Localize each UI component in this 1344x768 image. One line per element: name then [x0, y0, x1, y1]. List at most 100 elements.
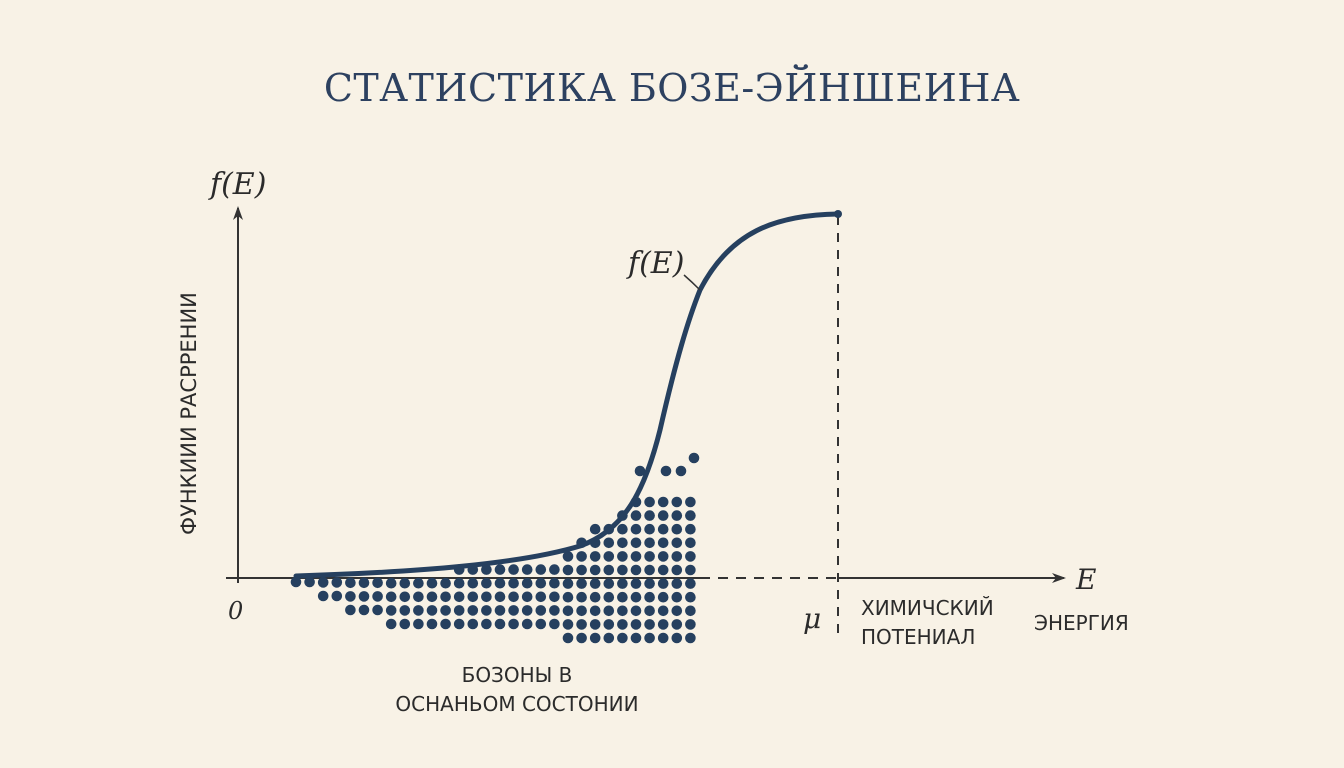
boson-dot	[508, 618, 519, 630]
boson-dot	[657, 510, 669, 521]
boson-dot	[671, 496, 683, 508]
boson-dot	[385, 605, 397, 616]
mu-symbol: μ	[803, 602, 821, 635]
boson-dot	[589, 619, 601, 630]
boson-dot	[589, 551, 601, 562]
boson-dot	[508, 591, 519, 603]
boson-dot	[630, 564, 642, 576]
boson-dot	[508, 577, 519, 589]
boson-dot	[358, 591, 370, 602]
boson-dot	[467, 605, 479, 616]
boson-dot	[644, 496, 655, 508]
boson-dot	[644, 578, 655, 589]
boson-dot	[671, 591, 683, 603]
boson-dot	[576, 591, 587, 603]
boson-dot	[617, 619, 628, 630]
boson-dot	[617, 537, 628, 549]
boson-dot	[467, 591, 479, 603]
boson-dot	[589, 591, 601, 603]
boson-dot	[440, 591, 451, 603]
boson-dot	[657, 523, 669, 535]
boson-dot	[372, 591, 383, 602]
boson-dot	[562, 564, 574, 576]
y-axis-label: ФУНКИИИ РАСРРЕНИИ	[177, 292, 201, 535]
boson-dot	[481, 605, 492, 616]
curve-label: f(E)	[626, 246, 684, 281]
boson-dot	[576, 551, 587, 562]
bosons-label-line1: БОЗОНЫ В	[462, 663, 573, 687]
origin-label: 0	[228, 597, 243, 625]
boson-dot	[617, 591, 628, 603]
boson-dot	[413, 605, 424, 616]
boson-dot	[453, 577, 465, 589]
boson-dot	[603, 619, 615, 630]
boson-dot	[603, 537, 615, 549]
boson-dot	[685, 564, 696, 576]
mu-label-line1: ХИМИЧСКИЙ	[861, 596, 994, 620]
boson-dot	[372, 577, 383, 589]
boson-dot	[467, 577, 479, 589]
boson-dot	[385, 591, 397, 603]
boson-dot	[535, 618, 547, 630]
x-axis-symbol: E	[1075, 563, 1096, 596]
curve-label-leader	[683, 274, 701, 291]
boson-dot	[345, 591, 356, 602]
boson-dot	[630, 591, 642, 603]
boson-dot	[671, 510, 683, 521]
boson-dot	[535, 564, 547, 575]
boson-dot	[671, 605, 683, 617]
boson-dot	[521, 564, 533, 575]
boson-dot	[603, 564, 615, 576]
boson-dot	[562, 605, 574, 617]
mu-label-line2: ПОТЕНИАЛ	[861, 625, 975, 649]
boson-dot	[685, 537, 696, 549]
boson-dot	[426, 577, 438, 589]
boson-dot	[413, 577, 424, 589]
boson-dot	[521, 618, 533, 630]
boson-dot	[562, 619, 574, 630]
boson-dot	[331, 577, 343, 588]
boson-dot	[426, 605, 438, 616]
boson-dot	[481, 577, 492, 589]
boson-dot	[481, 618, 492, 630]
boson-dot	[345, 604, 356, 616]
boson-dot	[657, 564, 669, 576]
boson-dot	[630, 523, 642, 535]
boson-dot	[685, 591, 696, 603]
boson-dot	[630, 605, 642, 617]
boson-dot	[630, 537, 642, 549]
boson-dot	[508, 564, 519, 575]
boson-dot	[358, 604, 370, 616]
boson-dot	[290, 576, 302, 588]
bosons-label-line2: ОСНАНЬОМ СОСТОНИИ	[395, 692, 638, 716]
boson-dot	[521, 605, 533, 616]
y-axis-symbol: f(E)	[208, 167, 266, 202]
boson-dot	[481, 564, 492, 575]
boson-dot	[630, 551, 642, 562]
boson-dot	[589, 523, 601, 535]
boson-dot	[494, 591, 506, 603]
boson-dot	[535, 605, 547, 616]
boson-dot	[657, 537, 669, 549]
boson-dot	[644, 591, 655, 603]
boson-dot	[688, 452, 700, 464]
boson-dot	[644, 632, 655, 644]
boson-dot	[549, 591, 560, 603]
boson-dot	[671, 523, 683, 535]
boson-dot	[440, 605, 451, 616]
boson-dot	[589, 632, 601, 644]
boson-dot	[644, 537, 655, 549]
boson-dot	[617, 551, 628, 562]
boson-dot	[671, 537, 683, 549]
boson-dot	[562, 632, 574, 644]
boson-dot	[494, 605, 506, 616]
boson-dot	[399, 577, 411, 589]
boson-dot	[413, 618, 424, 630]
boson-dot	[685, 605, 696, 617]
boson-dot	[617, 632, 628, 644]
boson-dot	[617, 605, 628, 617]
boson-dot	[657, 496, 669, 508]
boson-dot	[644, 605, 655, 617]
boson-dot	[562, 578, 574, 589]
boson-dot	[657, 578, 669, 589]
